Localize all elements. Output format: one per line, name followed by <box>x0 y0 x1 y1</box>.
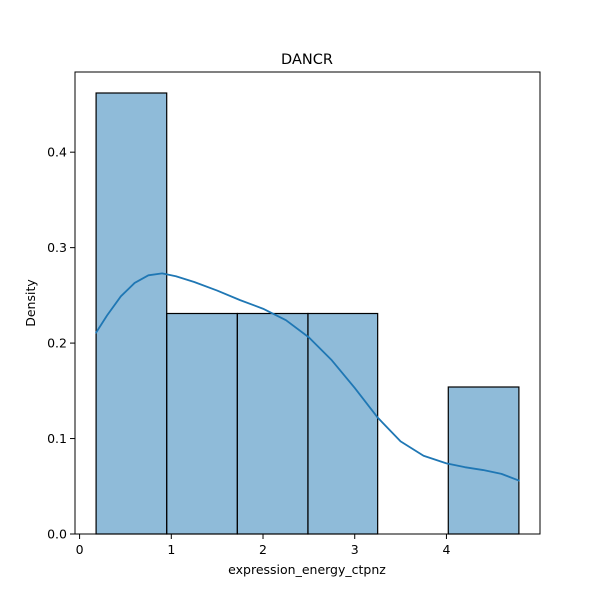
histogram-bar-0 <box>95 92 168 535</box>
y-tick-label-0: 0.0 <box>47 527 67 542</box>
histogram-bar-1 <box>166 312 238 535</box>
y-axis-label: Density <box>23 279 38 327</box>
x-axis-label: expression_energy_ctpnz <box>228 562 386 577</box>
x-tick-label-1: 1 <box>167 542 175 557</box>
histogram-bar-5 <box>447 386 520 535</box>
x-tick-label-4: 4 <box>442 542 450 557</box>
histogram-bar-2 <box>236 312 309 535</box>
x-axis-ticks: 0 1 2 3 4 <box>76 534 450 557</box>
y-tick-label-3: 0.3 <box>47 240 67 255</box>
x-tick-label-0: 0 <box>76 542 84 557</box>
y-tick-label-1: 0.1 <box>47 431 67 446</box>
y-tick-label-2: 0.2 <box>47 336 67 351</box>
plot-frame <box>74 71 541 535</box>
y-tick-label-4: 0.4 <box>47 145 67 160</box>
histogram-bar-3 <box>307 312 379 535</box>
x-tick-label-2: 2 <box>259 542 267 557</box>
histogram-bars <box>95 92 520 535</box>
kde-line <box>95 272 520 482</box>
x-tick-label-3: 3 <box>351 542 359 557</box>
y-axis-ticks: 0.0 0.1 0.2 0.3 0.4 <box>47 145 75 542</box>
chart-title: DANCR <box>281 52 333 68</box>
